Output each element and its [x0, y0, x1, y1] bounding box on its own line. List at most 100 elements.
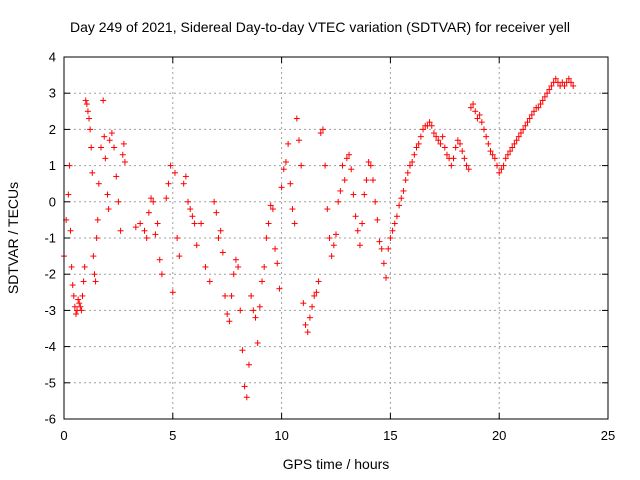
data-point — [461, 155, 468, 162]
data-point — [117, 227, 124, 234]
data-point — [398, 195, 405, 202]
data-point — [411, 151, 418, 158]
data-point — [296, 137, 303, 144]
data-point — [137, 220, 144, 227]
data-point — [443, 151, 450, 158]
data-point — [276, 285, 283, 292]
data-point — [189, 213, 196, 220]
data-point — [81, 263, 88, 270]
data-point — [330, 242, 337, 249]
data-point — [491, 155, 498, 162]
data-point — [224, 311, 231, 318]
data-point — [426, 119, 433, 126]
data-point — [78, 307, 85, 314]
data-point — [92, 278, 99, 285]
data-point — [165, 180, 172, 187]
data-point — [548, 82, 555, 89]
data-point — [215, 235, 222, 241]
data-point — [66, 162, 73, 169]
data-point — [213, 209, 220, 216]
data-point — [69, 282, 76, 289]
data-point — [369, 177, 376, 184]
y-tick-label: 1 — [49, 158, 56, 173]
data-point — [463, 162, 470, 169]
data-point — [97, 144, 104, 151]
data-point — [245, 361, 252, 368]
data-point — [487, 148, 494, 155]
data-point — [485, 140, 492, 147]
data-point — [339, 162, 346, 169]
data-point — [467, 104, 474, 111]
data-point — [250, 307, 257, 314]
data-point — [198, 220, 205, 227]
data-point — [94, 216, 101, 223]
data-point — [433, 133, 440, 140]
data-point — [68, 263, 75, 270]
data-points — [61, 75, 577, 401]
data-point — [228, 292, 235, 299]
data-point — [211, 198, 218, 205]
data-point — [528, 111, 535, 118]
data-point — [243, 394, 250, 401]
data-point — [90, 253, 97, 260]
data-point — [389, 227, 396, 234]
data-point — [101, 133, 108, 140]
data-point — [239, 347, 246, 354]
data-point — [169, 289, 176, 296]
data-point — [450, 155, 457, 162]
data-point — [163, 195, 170, 202]
data-point — [476, 111, 483, 118]
data-point — [511, 140, 518, 147]
data-point — [93, 235, 100, 241]
data-point — [261, 263, 268, 270]
data-point — [111, 144, 118, 151]
x-tick-label: 10 — [274, 428, 288, 443]
data-point — [535, 104, 542, 111]
data-point — [402, 177, 409, 184]
data-point — [520, 126, 527, 133]
data-point — [86, 115, 93, 122]
data-point — [219, 249, 226, 256]
x-tick-label: 5 — [169, 428, 176, 443]
data-point — [568, 79, 575, 86]
data-point — [108, 130, 115, 137]
data-point — [459, 148, 466, 155]
data-point — [88, 144, 95, 151]
data-point — [293, 115, 300, 122]
data-point — [174, 235, 181, 241]
data-point — [317, 130, 324, 137]
y-tick-label: -6 — [44, 412, 56, 427]
data-point — [176, 253, 183, 260]
data-point — [79, 292, 86, 299]
data-point — [387, 235, 394, 241]
data-point — [478, 119, 485, 126]
data-point — [346, 151, 353, 158]
data-point — [106, 137, 113, 144]
data-point — [91, 271, 98, 278]
x-tick-label: 25 — [601, 428, 615, 443]
y-tick-label: 4 — [49, 50, 56, 65]
data-point — [385, 245, 392, 252]
data-point — [230, 271, 237, 278]
data-point — [76, 300, 83, 307]
data-point — [67, 227, 74, 234]
x-tick-label: 20 — [492, 428, 506, 443]
data-point — [241, 383, 248, 390]
data-point — [500, 162, 507, 169]
data-point — [515, 133, 522, 140]
data-point — [313, 289, 320, 296]
data-point — [272, 245, 279, 252]
y-tick-label: -2 — [44, 267, 56, 282]
data-point — [437, 140, 444, 147]
data-point — [552, 75, 559, 82]
data-point — [289, 206, 296, 213]
data-point — [132, 224, 139, 231]
data-point — [263, 235, 270, 241]
data-point — [182, 173, 189, 180]
data-point — [237, 307, 244, 314]
data-point — [80, 278, 87, 285]
data-point — [333, 231, 339, 238]
data-point — [526, 115, 533, 122]
data-point — [70, 292, 77, 299]
